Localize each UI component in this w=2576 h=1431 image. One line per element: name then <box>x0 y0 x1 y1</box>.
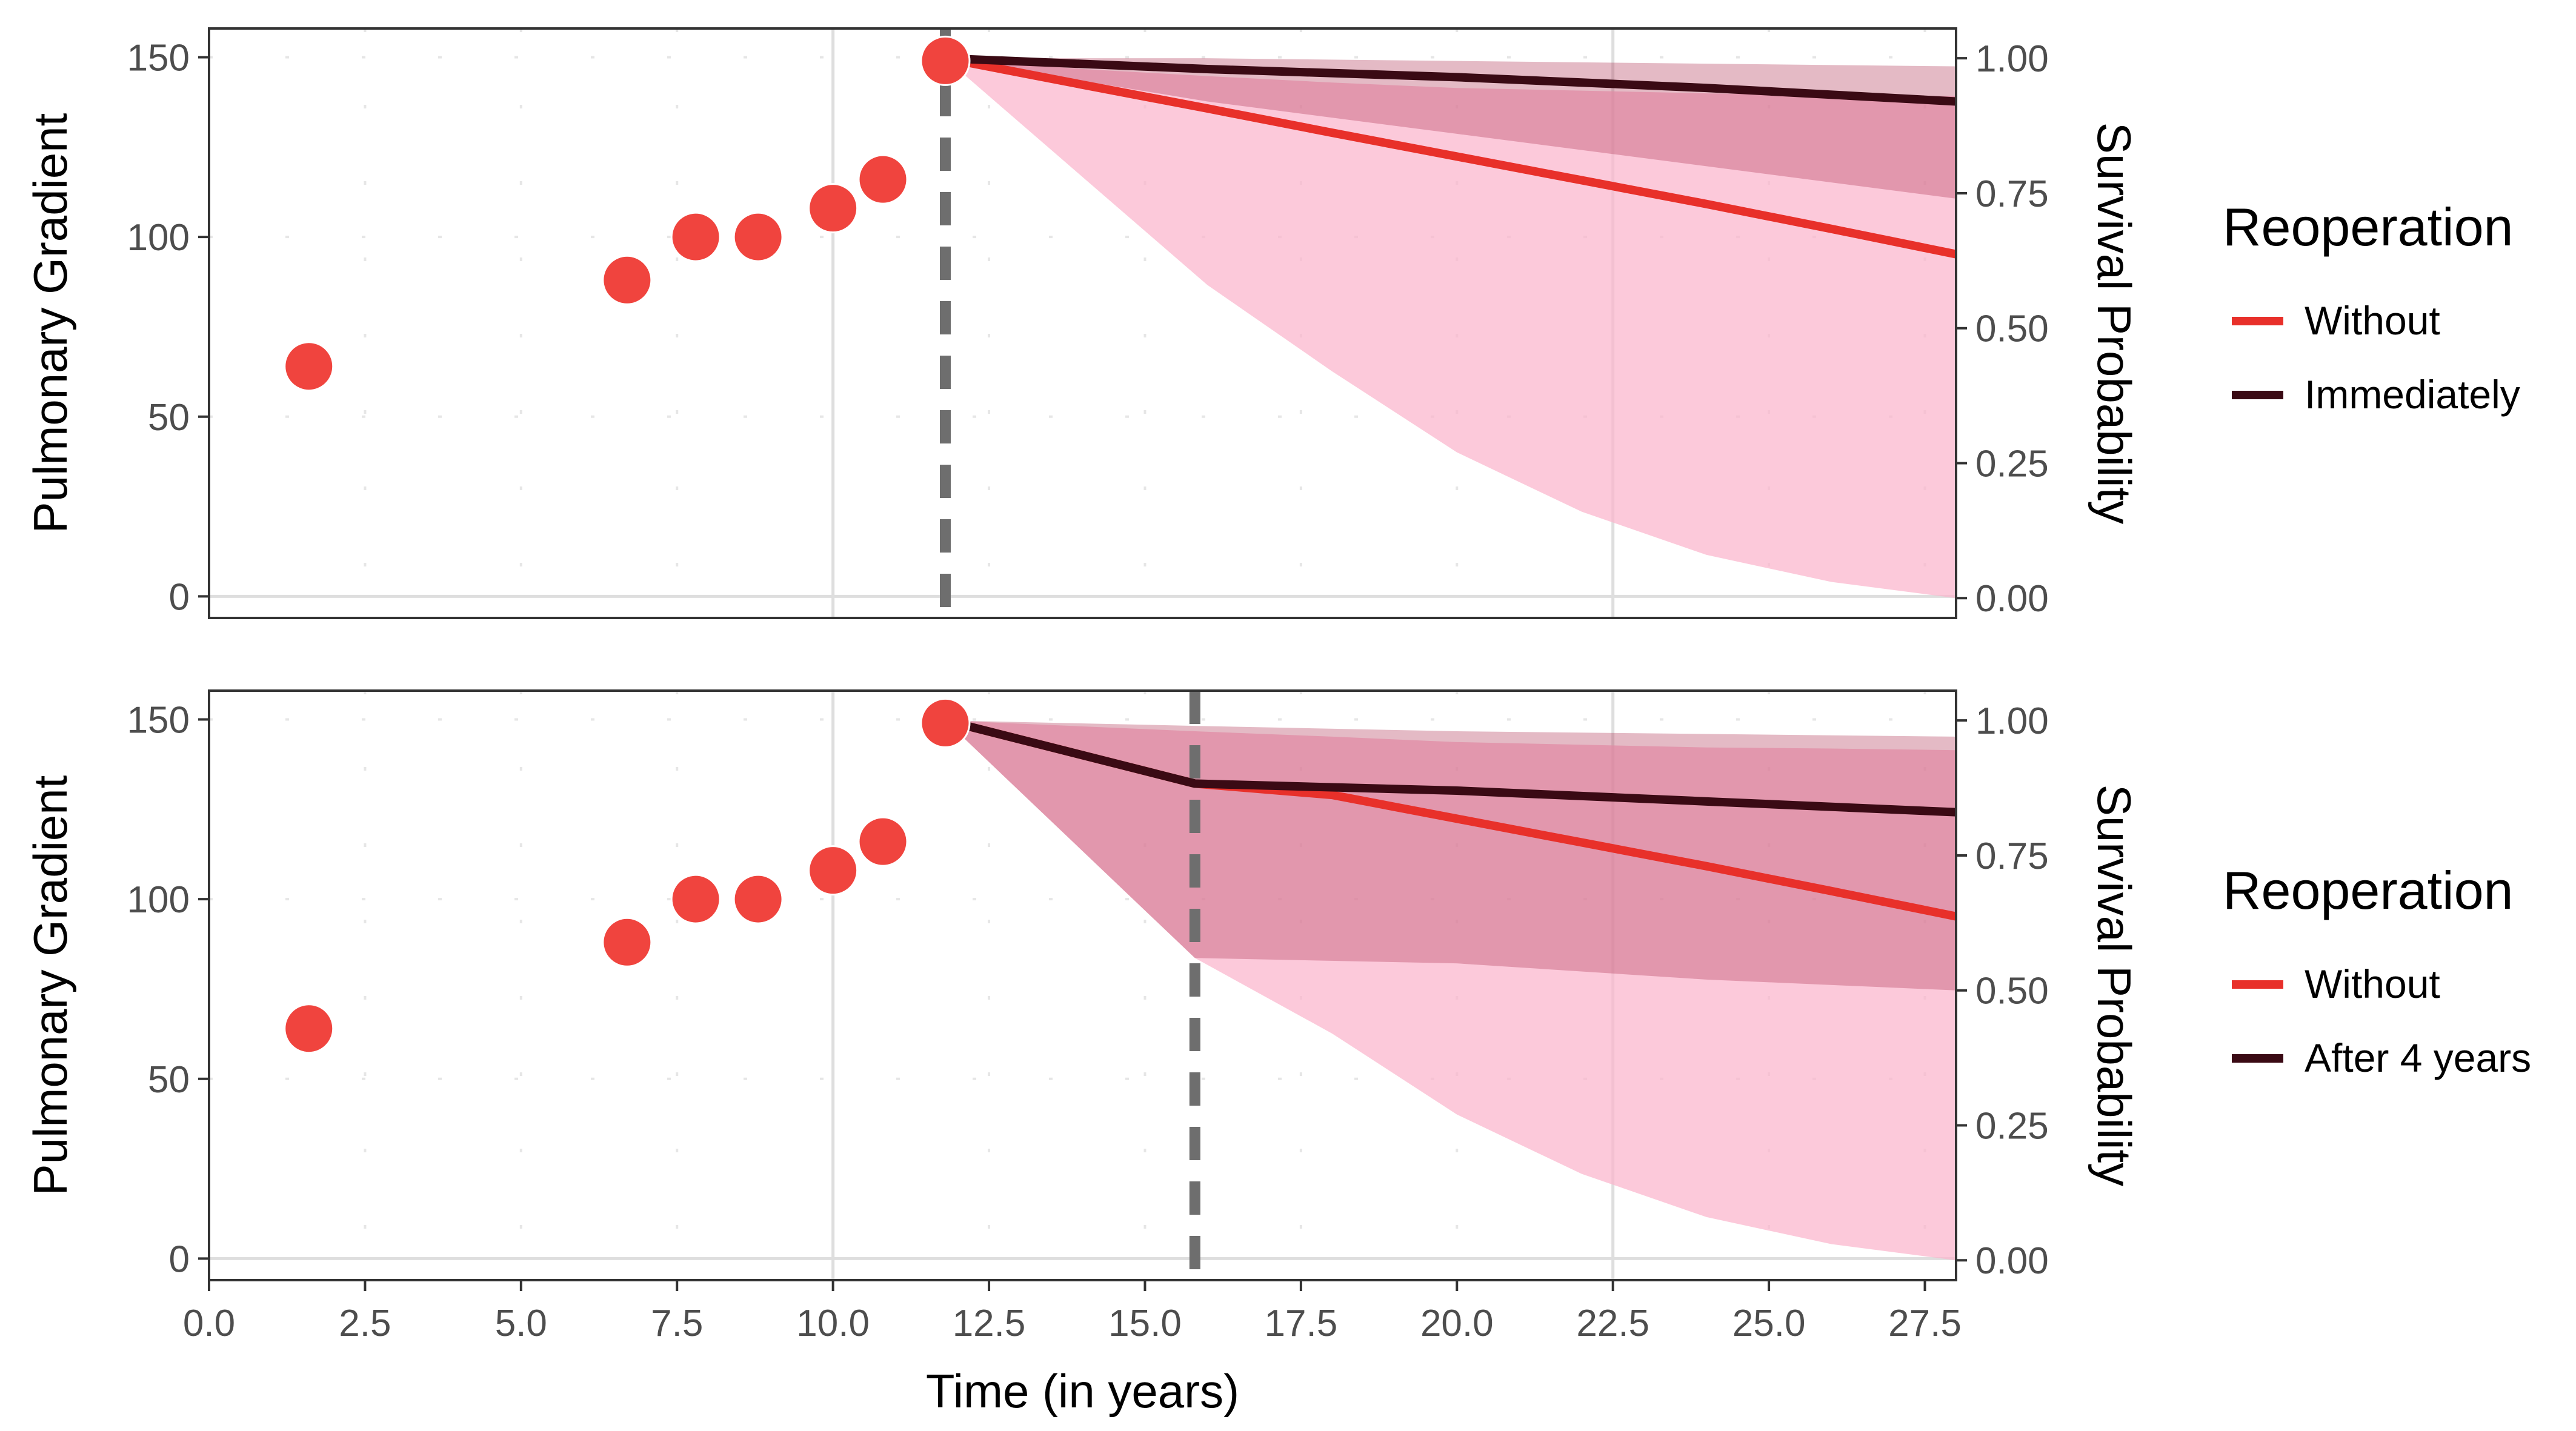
x-tick-label: 17.5 <box>1265 1303 1338 1344</box>
y2-tick-label: 0.25 <box>1975 1105 2049 1147</box>
measurement-point <box>670 874 721 925</box>
y-tick-label: 50 <box>148 397 190 439</box>
measurement-point <box>857 816 908 867</box>
measurement-point <box>920 35 971 86</box>
band-immediately <box>945 58 1956 199</box>
legend-label: After 4 years <box>2305 1035 2531 1080</box>
measurement-point <box>602 917 653 968</box>
x-tick-label: 22.5 <box>1576 1303 1649 1344</box>
measurement-point <box>808 845 859 896</box>
measurement-point <box>284 1003 334 1054</box>
legend-label: Immediately <box>2305 372 2520 417</box>
legend-label: Without <box>2305 298 2440 343</box>
x-tick-label: 27.5 <box>1888 1303 1962 1344</box>
measurement-point <box>670 211 721 262</box>
panel-border <box>208 689 1957 1281</box>
y-axis-title: Pulmonary Gradient <box>24 775 77 1195</box>
y-tick-label: 0 <box>169 576 190 618</box>
legend-title: Reoperation <box>2223 197 2513 257</box>
x-tick-label: 7.5 <box>651 1303 703 1344</box>
measurement-point <box>602 254 653 305</box>
x-tick-label: 15.0 <box>1108 1303 1182 1344</box>
y2-tick-label: 0.00 <box>1975 578 2049 620</box>
x-tick-label: 25.0 <box>1732 1303 1806 1344</box>
y2-tick-label: 1.00 <box>1975 700 2049 742</box>
measurement-point <box>920 697 971 748</box>
y2-tick-label: 0.75 <box>1975 173 2049 215</box>
line-without <box>944 54 1957 259</box>
legend-title: Reoperation <box>2223 860 2513 920</box>
legend: Reoperation Without After 4 years <box>2223 860 2531 1080</box>
x-axis-title: Time (in years) <box>926 1364 1239 1418</box>
y2-axis-title: Survival Probability <box>2088 122 2141 524</box>
y-tick-label: 50 <box>148 1059 190 1101</box>
measurement-point <box>733 211 784 262</box>
x-tick-label: 0.0 <box>183 1303 235 1344</box>
line-after-4-years <box>944 716 1957 817</box>
y2-axis-title: Survival Probability <box>2088 785 2141 1186</box>
band-without <box>945 58 1956 599</box>
y-tick-label: 0 <box>169 1238 190 1280</box>
measurement-point <box>857 154 908 205</box>
y2-tick-label: 0.75 <box>1975 835 2049 877</box>
line-immediately <box>945 54 1957 106</box>
y2-tick-label: 0.00 <box>1975 1240 2049 1282</box>
y-tick-label: 100 <box>127 217 190 259</box>
measurement-point <box>733 874 784 925</box>
y2-tick-label: 0.50 <box>1975 971 2049 1012</box>
y-axis-title: Pulmonary Gradient <box>24 113 77 533</box>
x-tick-label: 10.0 <box>796 1303 870 1344</box>
y2-tick-label: 0.25 <box>1975 443 2049 485</box>
y-tick-label: 100 <box>127 879 190 921</box>
x-tick-label: 20.0 <box>1420 1303 1494 1344</box>
y2-tick-label: 1.00 <box>1975 38 2049 80</box>
y-tick-label: 150 <box>127 699 190 741</box>
y2-tick-label: 0.50 <box>1975 308 2049 350</box>
x-tick-label: 2.5 <box>339 1303 391 1344</box>
measurement-point <box>284 341 334 392</box>
measurement-point <box>808 183 859 234</box>
legend: Reoperation Without Immediately <box>2223 197 2520 417</box>
panel-top: 0 50 100 150 0.00 0.25 0.50 0.75 1.00 Pulmonary G… <box>24 27 2520 620</box>
panel-border <box>208 27 1957 619</box>
panel-bottom: 0 50 100 150 0.00 0.25 0.50 0.75 1.00 0.0 2.5 5.0 7.… <box>24 689 2531 1418</box>
x-tick-label: 5.0 <box>495 1303 547 1344</box>
y-tick-label: 150 <box>127 37 190 79</box>
legend-label: Without <box>2305 961 2440 1006</box>
x-tick-label: 12.5 <box>953 1303 1026 1344</box>
